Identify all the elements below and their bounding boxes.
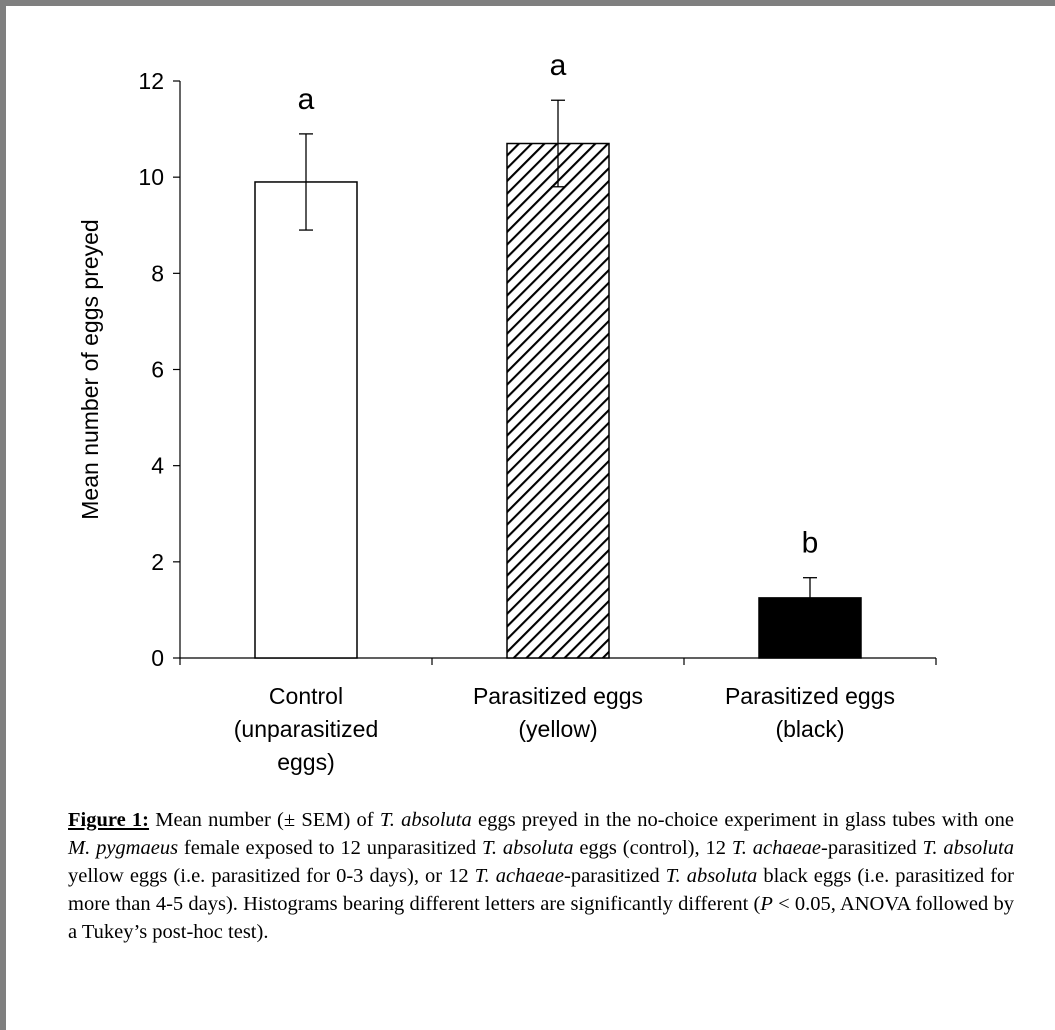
x-tick-label-line: (unparasitized <box>234 716 378 742</box>
x-tick-label: Parasitized eggs (yellow) <box>473 683 643 742</box>
y-tick-label: 0 <box>151 645 164 671</box>
significance-letter: b <box>802 527 819 560</box>
x-tick-label-line: (yellow) <box>518 716 597 742</box>
x-tick-label-line: Control <box>269 683 343 709</box>
significance-letter: a <box>298 83 315 116</box>
x-tick-label-line: eggs) <box>277 749 335 775</box>
caption-segment: Mean number (± SEM) of <box>149 809 380 831</box>
caption-segment: yellow eggs (i.e. parasitized for 0-3 da… <box>68 865 475 887</box>
caption-segment: eggs (control), 12 <box>573 837 732 859</box>
x-tick-label: Control (unparasitized eggs) <box>234 683 378 775</box>
significance-letter: a <box>550 49 567 82</box>
caption-segment: T. achaeae <box>731 837 822 859</box>
figure-caption: Figure 1: Mean number (± SEM) of T. abso… <box>68 806 1014 946</box>
y-tick-label: 2 <box>151 549 164 575</box>
caption-body: Mean number (± SEM) of T. absoluta eggs … <box>68 809 1014 943</box>
caption-segment: T. absoluta <box>481 837 574 859</box>
bars <box>254 99 862 659</box>
x-tick-label: Parasitized eggs (black) <box>725 683 895 742</box>
caption-segment: eggs preyed in the no-choice experiment … <box>471 809 1014 831</box>
labels: a Control (unparasitized eggs) a Parasitized … <box>234 49 895 775</box>
y-tick-label: 4 <box>151 453 164 479</box>
caption-segment: P <box>760 893 773 915</box>
caption-segment: T. achaeae <box>474 865 564 887</box>
bar-chart: 0 2 4 6 8 10 12 Mean number of eggs preyed a Con… <box>77 49 937 775</box>
caption-segment: T. absoluta <box>379 809 472 831</box>
x-tick-label-line: Parasitized eggs <box>473 683 643 709</box>
caption-segment: M. pygmaeus <box>68 837 179 859</box>
caption-segment: < 0.05, ANOVA followed by a Tukey’s post… <box>68 893 1014 943</box>
bar <box>506 142 610 659</box>
x-tick-label-line: (black) <box>775 716 844 742</box>
caption-segment: T. absoluta <box>922 837 1015 859</box>
caption-segment: -parasitized <box>564 865 666 887</box>
y-tick-label: 10 <box>138 164 164 190</box>
y-tick-label: 12 <box>138 68 164 94</box>
x-tick-label-line: Parasitized eggs <box>725 683 895 709</box>
caption-segment: female exposed to 12 unparasitized <box>178 837 482 859</box>
caption-segment: black eggs (i.e. parasitized for more th… <box>68 865 1014 915</box>
y-axis-title: Mean number of eggs preyed <box>77 219 103 519</box>
caption-label: Figure 1: <box>68 809 150 831</box>
caption-segment: -parasitized <box>821 837 923 859</box>
bar <box>254 181 358 659</box>
y-tick-label: 6 <box>151 357 164 383</box>
caption-segment: T. absoluta <box>665 865 758 887</box>
y-tick-label: 8 <box>151 260 164 286</box>
